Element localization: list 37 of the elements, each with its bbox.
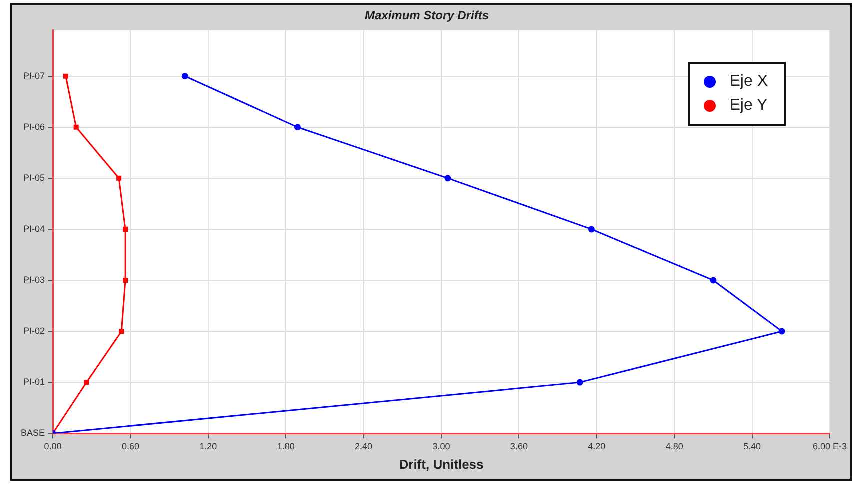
point bbox=[444, 175, 452, 182]
y-tick-label: PI-03 bbox=[23, 274, 46, 285]
y-tick-label: PI-05 bbox=[23, 172, 46, 183]
legend-label: Eje Y bbox=[730, 97, 768, 115]
x-axis-title: Drift, Unitless bbox=[399, 456, 484, 472]
x-tick-label: 0.60 bbox=[122, 441, 140, 452]
y-tick-label: PI-01 bbox=[23, 377, 46, 388]
y-tick-label: BASE bbox=[20, 428, 46, 438]
point bbox=[123, 278, 128, 284]
y-tick-label: PI-06 bbox=[23, 122, 46, 132]
x-tick-label: 3.60 bbox=[510, 441, 528, 452]
y-tick-label: PI-02 bbox=[23, 326, 46, 336]
x-tick-label: 6.00 E-3 bbox=[812, 441, 848, 452]
point bbox=[116, 176, 122, 181]
point bbox=[294, 124, 302, 131]
x-tick-label: 2.40 bbox=[355, 441, 373, 452]
point bbox=[576, 379, 584, 386]
legend-label: Eje X bbox=[730, 73, 768, 91]
x-tick-label: 1.80 bbox=[277, 441, 295, 452]
y-tick-label: PI-04 bbox=[23, 224, 46, 234]
x-tick-label: 5.40 bbox=[744, 441, 762, 452]
y-tick-label: PI-07 bbox=[23, 70, 46, 81]
point bbox=[74, 124, 79, 130]
point bbox=[84, 380, 90, 386]
point bbox=[588, 226, 595, 233]
point bbox=[778, 328, 786, 335]
x-tick-label: 0.00 bbox=[44, 441, 62, 452]
point bbox=[123, 226, 128, 232]
point bbox=[119, 329, 124, 334]
point bbox=[63, 74, 68, 79]
x-tick-label: 1.20 bbox=[200, 441, 218, 452]
point bbox=[182, 73, 188, 80]
x-tick-label: 3.00 bbox=[432, 441, 450, 452]
chart-title: Maximum Story Drifts bbox=[364, 8, 490, 23]
x-tick-label: 4.20 bbox=[588, 441, 606, 452]
x-tick-label: 4.80 bbox=[666, 441, 684, 452]
point bbox=[710, 277, 717, 284]
